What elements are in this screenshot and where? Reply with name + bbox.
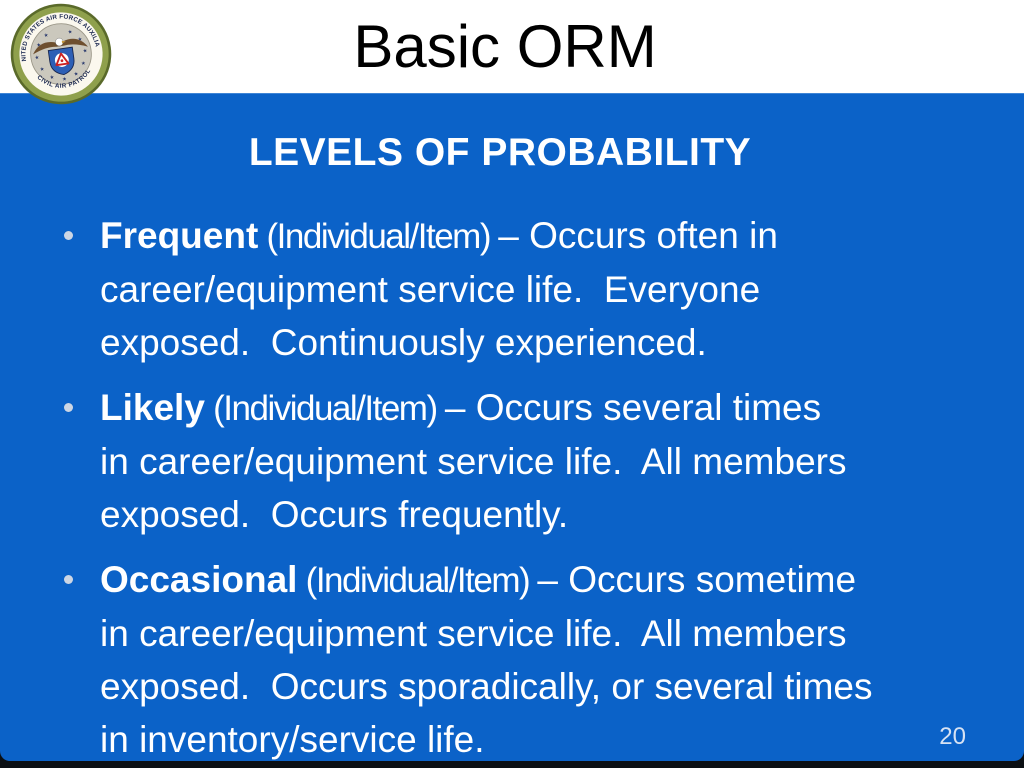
bullet-item-occasional: Occasional (Individual/Item) – Occurs so… — [40, 553, 1000, 761]
cap-shield-icon — [47, 46, 75, 76]
content-panel: LEVELS OF PROBABILITY Frequent (Individu… — [0, 93, 1024, 761]
bullet-item-frequent: Frequent (Individual/Item) – Occurs ofte… — [40, 209, 1000, 369]
svg-text:★: ★ — [49, 75, 55, 82]
svg-text:★: ★ — [39, 66, 45, 73]
bullet-body: – Occurs several times in career/equipme… — [100, 387, 847, 535]
slide-title: Basic ORM — [353, 13, 657, 80]
svg-text:★: ★ — [81, 61, 87, 68]
bullet-body: – Occurs often in career/equipment servi… — [100, 215, 778, 363]
bullet-dot — [64, 403, 73, 412]
bullet-text: Occasional (Individual/Item) – Occurs so… — [100, 553, 1000, 761]
svg-text:★: ★ — [77, 36, 83, 43]
cap-seal-graphic: ★★★ ★★★ ★★★ ★★ — [0, 0, 112, 105]
bullet-item-likely: Likely (Individual/Item) – Occurs severa… — [40, 381, 1000, 541]
eagle-icon — [33, 37, 88, 55]
star-ring: ★★★ ★★★ ★★★ ★★ — [34, 29, 88, 83]
bullet-qualifier: (Individual/Item) — [258, 217, 499, 256]
bullet-dot — [64, 231, 73, 240]
bullet-text: Likely (Individual/Item) – Occurs severa… — [100, 381, 1000, 541]
svg-text:★: ★ — [62, 76, 68, 83]
svg-text:★: ★ — [43, 32, 49, 39]
bullet-term: Likely — [100, 387, 205, 428]
title-band: Basic ORM — [0, 0, 1024, 93]
svg-text:★: ★ — [67, 29, 73, 36]
svg-text:★: ★ — [34, 55, 40, 62]
bullet-term: Frequent — [100, 215, 259, 256]
svg-text:★: ★ — [82, 48, 88, 55]
panel-heading: LEVELS OF PROBABILITY — [248, 131, 752, 174]
page-number: 20 — [939, 723, 966, 750]
bullet-qualifier: (Individual/Item) — [297, 561, 538, 600]
svg-text:★: ★ — [36, 42, 42, 49]
cap-seal-logo: ★ ★ ★ ★ ★ ★ ★ ★ ★ ★ ★ — [0, 0, 113, 106]
bullet-term: Occasional — [100, 559, 298, 600]
bullet-qualifier: (Individual/Item) — [204, 389, 445, 428]
bullet-dot — [64, 575, 73, 584]
bullet-list: Frequent (Individual/Item) – Occurs ofte… — [40, 209, 1000, 761]
bullet-text: Frequent (Individual/Item) – Occurs ofte… — [100, 209, 1000, 369]
svg-text:★: ★ — [73, 71, 79, 78]
bullet-body: – Occurs sometime in career/equipment se… — [100, 559, 873, 760]
